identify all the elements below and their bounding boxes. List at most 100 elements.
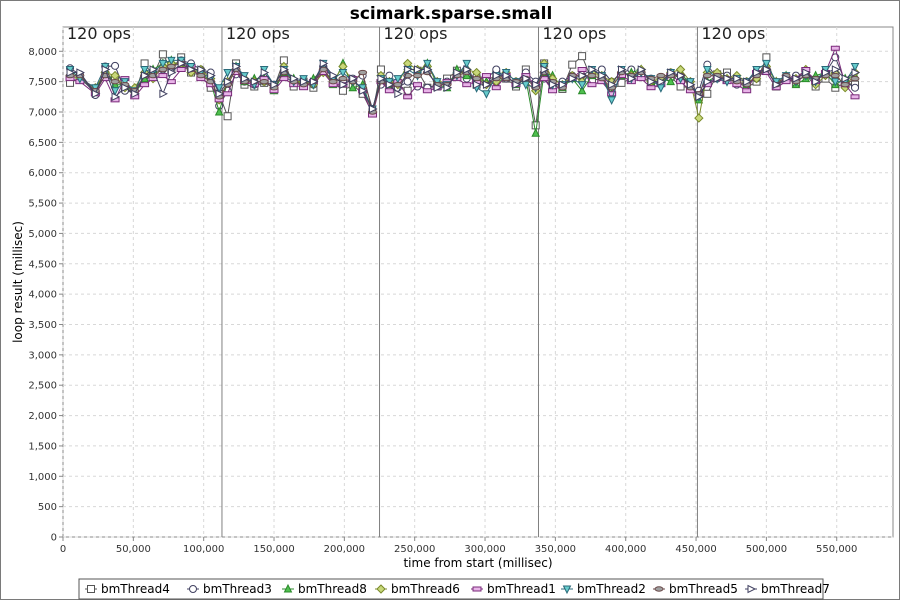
y-tick-label: 500 xyxy=(38,502,57,513)
data-point xyxy=(167,68,177,77)
data-point xyxy=(656,72,666,79)
data-point xyxy=(850,94,860,100)
data-point xyxy=(532,80,541,89)
data-point xyxy=(482,90,491,99)
ops-marker-label: 120 ops xyxy=(701,24,765,43)
y-tick-label: 2,000 xyxy=(28,411,57,422)
data-point xyxy=(462,82,472,88)
data-point xyxy=(166,63,176,70)
data-point xyxy=(531,128,540,137)
series-bmThread7 xyxy=(66,59,861,114)
data-point xyxy=(348,82,358,92)
data-point xyxy=(176,67,186,72)
data-point xyxy=(270,80,280,89)
data-point xyxy=(677,71,686,80)
data-point xyxy=(158,50,167,59)
x-tick-label: 500,000 xyxy=(746,544,787,555)
y-tick-label: 8,000 xyxy=(28,47,57,58)
y-tick-label: 6,000 xyxy=(28,168,57,179)
data-point xyxy=(598,71,607,80)
x-tick-label: 450,000 xyxy=(675,544,716,555)
data-point xyxy=(617,65,627,74)
data-point xyxy=(578,52,587,61)
legend-label: bmThread2 xyxy=(577,582,646,596)
x-axis-title: time from start (millisec) xyxy=(403,556,552,570)
data-point xyxy=(87,585,95,593)
data-point xyxy=(101,65,111,74)
legend-label: bmThread4 xyxy=(101,582,170,596)
data-point xyxy=(840,81,850,88)
data-point xyxy=(223,112,232,121)
y-tick-label: 7,000 xyxy=(28,108,57,119)
data-point xyxy=(158,73,168,79)
data-point xyxy=(413,72,423,79)
legend-box xyxy=(78,578,824,600)
data-point xyxy=(167,56,176,66)
data-point xyxy=(140,66,149,75)
legend-item: bmThread8 xyxy=(282,582,367,596)
data-point xyxy=(443,83,453,93)
data-point xyxy=(240,74,250,83)
data-point xyxy=(376,584,386,594)
data-point xyxy=(646,85,656,91)
data-point xyxy=(540,65,550,74)
data-point xyxy=(91,89,101,99)
data-point xyxy=(482,80,492,89)
x-tick-label: 100,000 xyxy=(183,544,224,555)
data-point xyxy=(522,74,531,83)
data-point xyxy=(742,88,752,94)
y-tick-label: 5,500 xyxy=(28,199,57,210)
y-tick-label: 7,500 xyxy=(28,77,57,88)
data-point xyxy=(627,74,637,83)
data-point xyxy=(472,586,482,592)
data-point xyxy=(259,78,269,85)
data-point xyxy=(453,68,463,77)
data-point xyxy=(830,45,840,51)
y-tick-label: 3,000 xyxy=(28,350,57,361)
legend-item: bmThread5 xyxy=(653,582,738,596)
y-tick-label: 1,500 xyxy=(28,441,57,452)
data-point xyxy=(339,80,349,89)
data-point xyxy=(830,72,840,79)
data-point xyxy=(338,86,347,95)
data-point xyxy=(481,73,491,79)
x-tick-label: 250,000 xyxy=(394,544,435,555)
data-point xyxy=(141,71,150,80)
data-point xyxy=(841,74,851,83)
data-point xyxy=(349,74,358,83)
series-line xyxy=(70,62,856,114)
data-point xyxy=(802,68,811,77)
data-point xyxy=(338,75,348,82)
data-point xyxy=(214,106,224,116)
data-point xyxy=(782,74,792,83)
data-point xyxy=(702,66,712,75)
data-point xyxy=(140,82,150,88)
data-point xyxy=(393,75,403,84)
data-point xyxy=(111,61,120,70)
ops-marker-label: 120 ops xyxy=(384,24,448,43)
data-point xyxy=(713,74,723,83)
data-point xyxy=(368,104,378,114)
data-point xyxy=(607,91,617,97)
data-point xyxy=(110,78,120,85)
data-point xyxy=(577,85,587,95)
legend-label: bmThread8 xyxy=(298,582,367,596)
axes: 0 500 1,000 1,500 2,000 2,500 3,000 3,500 4,000 4… xyxy=(28,47,857,555)
y-tick-label: 4,000 xyxy=(28,290,57,301)
data-point xyxy=(694,113,704,123)
legend-label: bmThread5 xyxy=(669,582,738,596)
legend-item: bmThread4 xyxy=(85,582,170,596)
data-point xyxy=(121,83,131,93)
x-tick-label: 50,000 xyxy=(116,544,151,555)
data-point xyxy=(587,82,597,88)
data-point xyxy=(588,65,598,74)
data-point xyxy=(66,68,76,77)
data-point xyxy=(831,65,841,74)
x-tick-label: 550,000 xyxy=(816,544,857,555)
x-tick-label: 350,000 xyxy=(535,544,576,555)
data-point xyxy=(463,65,472,74)
data-point xyxy=(394,89,403,99)
data-point xyxy=(159,89,168,99)
data-point xyxy=(187,65,197,74)
